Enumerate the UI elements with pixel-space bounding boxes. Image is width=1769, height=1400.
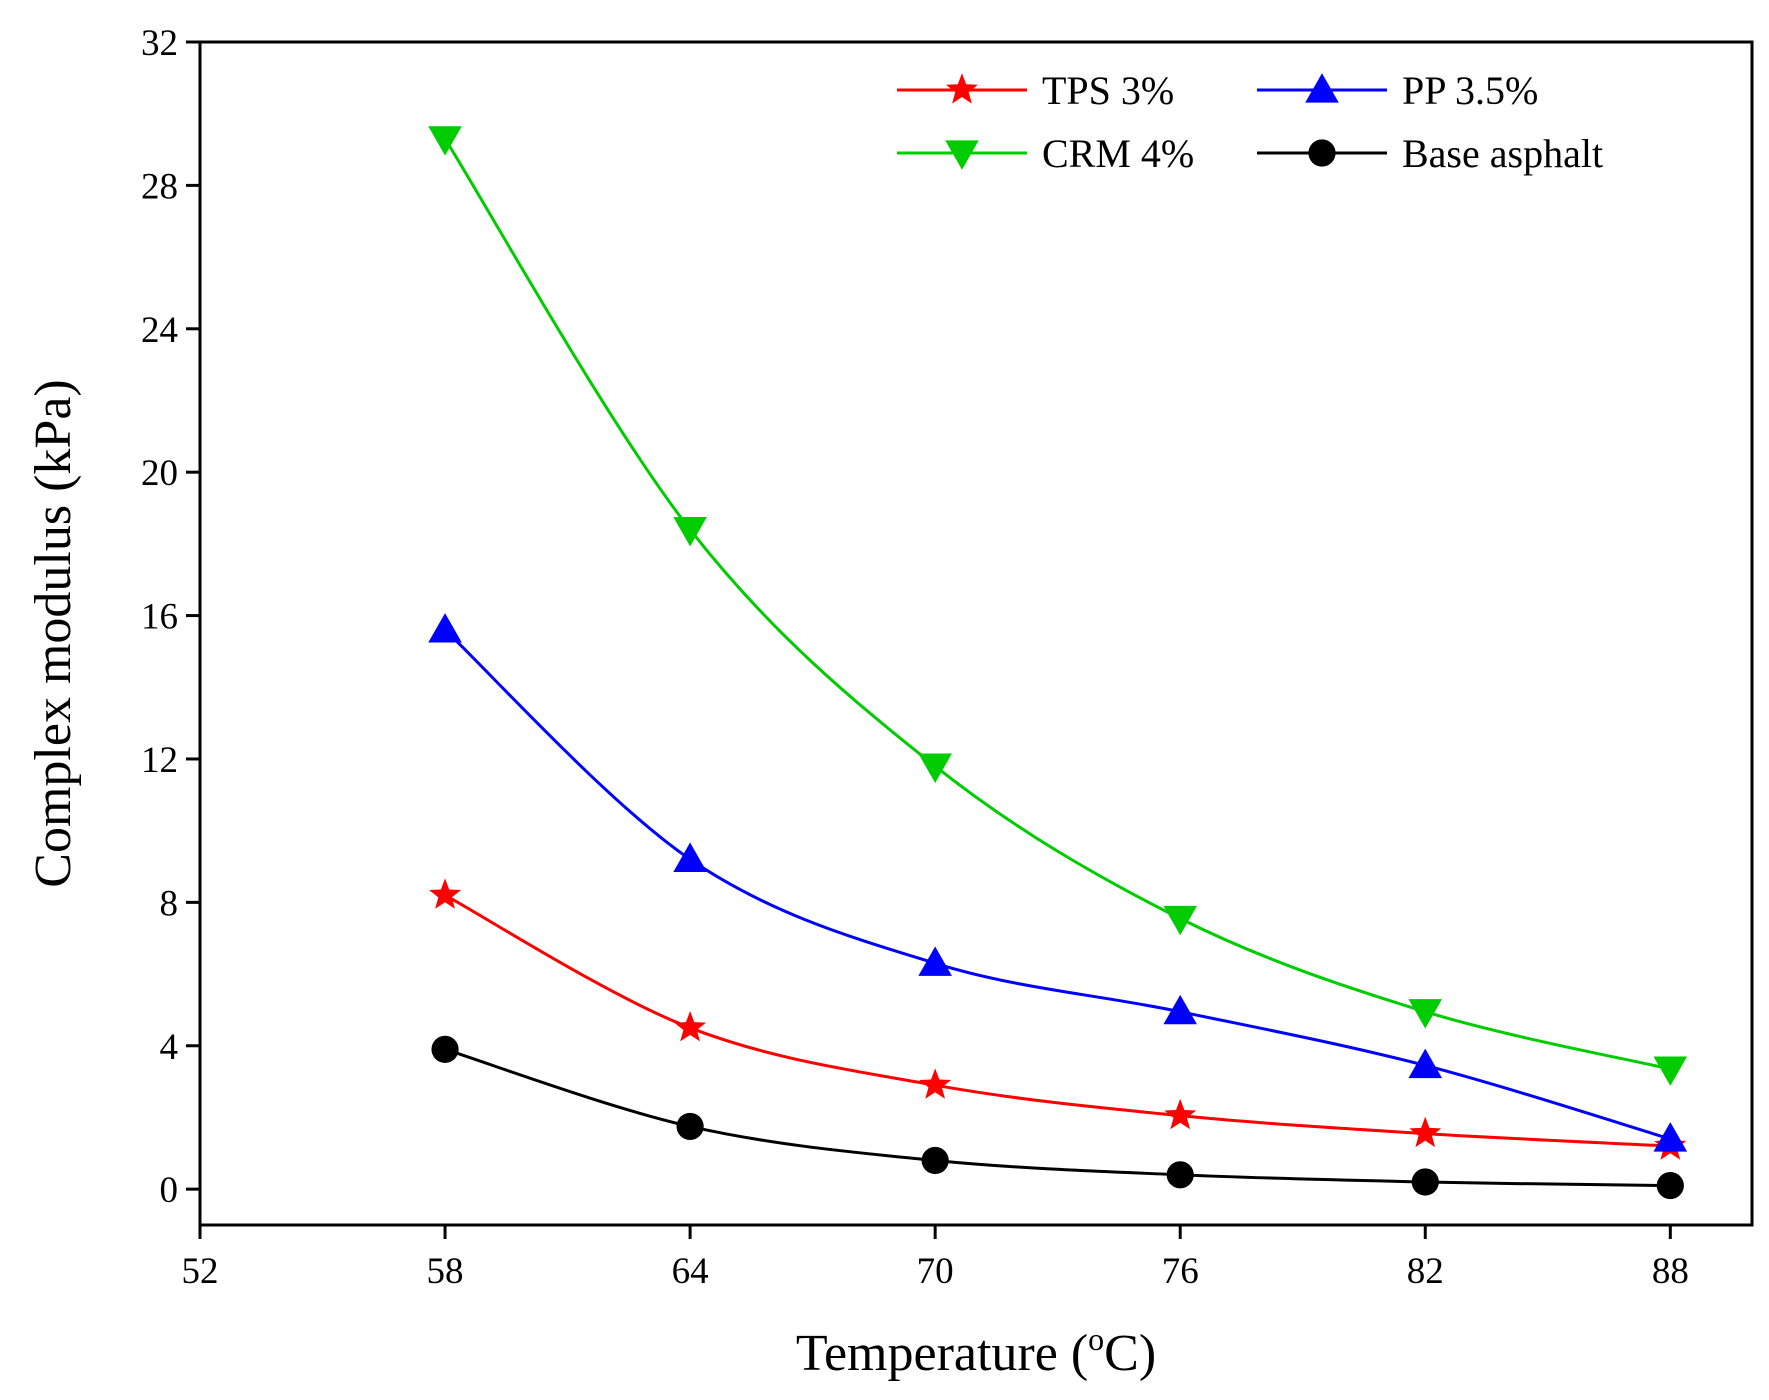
legend-marker-base-asphalt <box>1308 139 1336 167</box>
legend-label-base-asphalt: Base asphalt <box>1402 131 1603 176</box>
x-tick-label: 76 <box>1162 1251 1199 1292</box>
data-point-tps-3 <box>429 878 462 909</box>
data-point-tps-3 <box>1164 1098 1197 1130</box>
data-point-base-asphalt <box>1656 1171 1684 1200</box>
y-axis-title: Complex modulus (kPa) <box>25 379 82 887</box>
data-point-crm-4 <box>1653 1056 1688 1086</box>
data-point-pp-3-5 <box>1408 1048 1443 1079</box>
series-line-tps-3 <box>444 893 1671 1148</box>
x-tick-label: 58 <box>427 1251 464 1292</box>
x-tick-label: 88 <box>1652 1251 1689 1292</box>
data-point-tps-3 <box>674 1011 707 1042</box>
data-point-crm-4 <box>1408 999 1443 1029</box>
legend-marker-pp-3-5 <box>1305 73 1339 103</box>
legend-entry-pp-3-5: PP 3.5% <box>1257 68 1538 113</box>
series-line-base-asphalt <box>444 1047 1671 1188</box>
data-point-tps-3 <box>1409 1116 1442 1148</box>
x-axis-title: Temperature (oC) <box>796 1321 1156 1382</box>
data-point-crm-4 <box>1163 905 1198 936</box>
series-base-asphalt <box>431 1035 1684 1200</box>
y-tick-label: 0 <box>160 1170 179 1211</box>
legend-entry-tps-3: TPS 3% <box>897 68 1174 113</box>
data-point-base-asphalt <box>921 1146 949 1175</box>
data-point-pp-3-5 <box>918 946 952 976</box>
y-tick-label: 20 <box>141 453 178 494</box>
data-point-crm-4 <box>918 753 952 783</box>
x-tick-label: 70 <box>917 1251 954 1292</box>
y-tick-label: 32 <box>141 23 178 64</box>
y-tick-label: 16 <box>141 597 178 638</box>
y-tick-label: 24 <box>141 310 178 351</box>
y-tick-label: 8 <box>160 883 179 924</box>
legend-label-tps-3: TPS 3% <box>1042 68 1174 113</box>
x-tick-label: 82 <box>1407 1251 1444 1292</box>
data-point-pp-3-5 <box>1653 1122 1688 1152</box>
plot-frame <box>198 40 1754 1227</box>
data-point-pp-3-5 <box>428 613 462 643</box>
y-tick-label: 4 <box>160 1027 179 1068</box>
series-line-crm-4 <box>443 137 1671 1071</box>
y-tick-label: 12 <box>141 740 178 781</box>
legend-label-crm-4: CRM 4% <box>1042 131 1194 176</box>
data-point-base-asphalt <box>1411 1168 1439 1196</box>
legend-entry-base-asphalt: Base asphalt <box>1257 131 1603 176</box>
legend-marker-tps-3 <box>946 73 978 104</box>
x-tick-label: 64 <box>672 1251 709 1292</box>
x-tick-label: 52 <box>182 1251 219 1292</box>
data-point-pp-3-5 <box>1163 994 1198 1025</box>
data-point-base-asphalt <box>1166 1161 1194 1189</box>
data-point-crm-4 <box>673 516 707 547</box>
legend-entry-crm-4: CRM 4% <box>897 131 1194 176</box>
data-point-base-asphalt <box>431 1035 459 1063</box>
data-point-pp-3-5 <box>673 842 707 872</box>
series-crm-4 <box>428 126 1688 1086</box>
series-pp-3-5 <box>428 613 1688 1152</box>
series-tps-3 <box>429 878 1687 1160</box>
y-tick-label: 28 <box>141 166 178 207</box>
series-line-pp-3-5 <box>444 628 1671 1141</box>
legend-label-pp-3-5: PP 3.5% <box>1402 68 1538 113</box>
data-point-base-asphalt <box>676 1112 704 1141</box>
data-point-tps-3 <box>919 1068 952 1099</box>
data-point-crm-4 <box>428 126 462 156</box>
legend-marker-crm-4 <box>945 140 979 170</box>
